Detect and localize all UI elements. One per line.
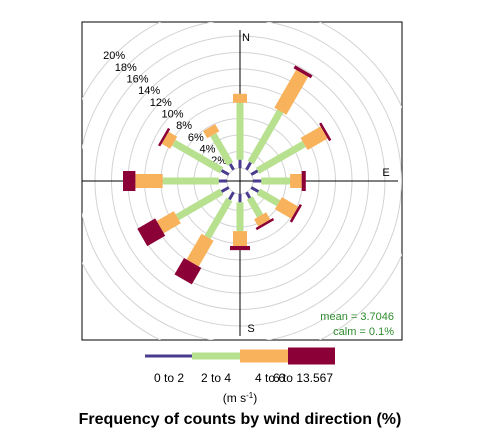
wind-bar-segment	[300, 126, 328, 150]
wind-bar-segment	[230, 246, 250, 251]
wind-bar-segment	[162, 177, 219, 185]
mean-speed-label: mean = 3.7046	[320, 311, 394, 323]
legend-swatch	[288, 347, 335, 365]
radial-tick-label: 8%	[176, 120, 192, 132]
wind-bar-segment	[175, 188, 224, 221]
wind-bar-segment	[220, 186, 230, 193]
wind-bar-segment	[238, 159, 242, 168]
radial-tick-label: 18%	[115, 62, 137, 74]
legend-swatch	[145, 354, 192, 358]
wind-bar-segment	[250, 169, 259, 176]
wind-bar-segment	[253, 179, 262, 183]
wind-bar-segment	[238, 194, 242, 203]
unit-label: (m s-1)	[223, 391, 257, 405]
compass-label-s: S	[247, 323, 254, 335]
radial-tick-label: 6%	[188, 132, 204, 144]
wind-bar-segment	[236, 102, 244, 160]
wind-bar-segment	[255, 218, 275, 231]
wind-bar-segment	[261, 177, 291, 185]
wind-bar-segment	[254, 212, 271, 227]
wind-bar-segment	[203, 124, 220, 139]
radial-tick-label: 20%	[103, 50, 125, 62]
wind-bar-segment	[274, 69, 309, 115]
legend-label: 0 to 2	[154, 371, 184, 385]
wind-bar-segment	[186, 233, 214, 267]
wind-bar-segment	[233, 93, 247, 103]
wind-bar-segment	[204, 197, 233, 239]
wind-bar-segment	[156, 211, 181, 234]
legend-label: 4 to 6	[255, 371, 285, 385]
wind-bar-segment	[161, 131, 178, 149]
radial-tick-label: 14%	[138, 85, 160, 97]
radial-tick-label: 12%	[150, 97, 172, 109]
wind-bar-segment	[293, 65, 313, 79]
wind-bar-segment	[172, 139, 224, 174]
wind-bar-segment	[256, 188, 281, 207]
wind-bar-segment	[135, 174, 163, 188]
radial-tick-label: 10%	[161, 109, 183, 121]
legend: 0 to 2 2 to 4 4 to 66 to 13.567	[145, 347, 335, 385]
legend-label: 6 to 13.567	[273, 371, 333, 385]
wind-bar-segment	[246, 196, 264, 218]
wind-bar-segment	[290, 174, 302, 188]
grid-ring	[82, 22, 402, 340]
wind-bar-segment	[137, 218, 166, 247]
wind-bar-segment	[220, 169, 230, 176]
direction-bars	[123, 65, 332, 285]
compass-label-e: E	[382, 167, 389, 179]
radial-tick-labels: 2%4%6%8%10%12%14%16%18%20%	[103, 50, 227, 167]
wind-bar-segment	[319, 122, 332, 142]
wind-bar-segment	[247, 109, 284, 165]
wind-bar-segment	[245, 191, 252, 199]
wind-bar-segment	[210, 133, 234, 166]
wind-bar-segment	[158, 127, 171, 147]
wind-bar-segment	[236, 202, 244, 232]
legend-swatch	[240, 349, 288, 363]
wind-bar-segment	[123, 171, 136, 191]
wind-bar-segment	[174, 258, 202, 285]
wind-bar-segment	[274, 197, 299, 219]
wind-bar-segment	[228, 163, 235, 171]
compass-label-n: N	[242, 32, 250, 44]
legend-swatch	[192, 352, 240, 360]
radial-tick-label: 16%	[126, 74, 148, 86]
wind-bar-segment	[233, 231, 247, 246]
wind-bar-segment	[289, 204, 302, 223]
chart-title: Frequency of counts by wind direction (%…	[79, 411, 402, 428]
wind-bar-segment	[301, 171, 306, 191]
wind-bar-segment	[250, 186, 260, 193]
calm-label: calm = 0.1%	[333, 326, 394, 338]
wind-bar-segment	[255, 140, 306, 174]
wind-bar-segment	[245, 161, 252, 171]
wind-bar-segment	[228, 191, 235, 201]
wind-bar-segment	[218, 179, 227, 183]
legend-label: 2 to 4	[201, 371, 231, 385]
radial-tick-label: 4%	[200, 144, 216, 156]
